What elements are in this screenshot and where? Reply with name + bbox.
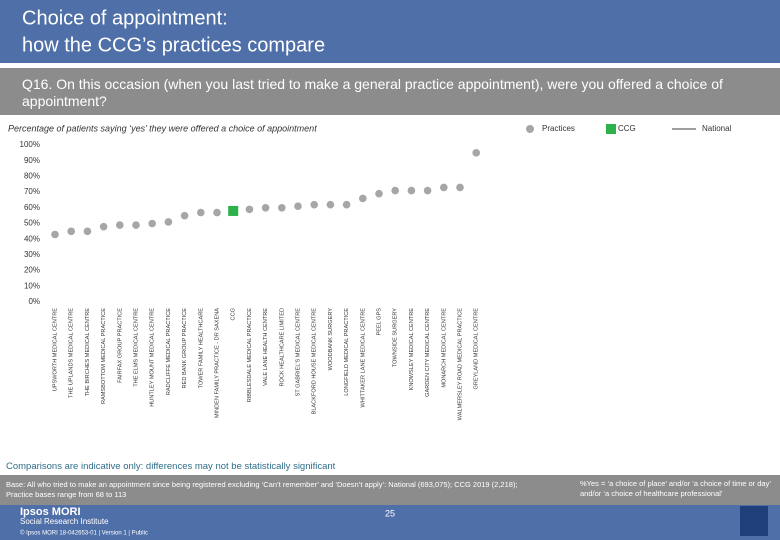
legend-swatch xyxy=(526,125,534,133)
definition: %Yes = ‘a choice of place’ and/or ‘a cho… xyxy=(580,479,771,498)
x-tick-label: THE BIRCHES MEDICAL CENTRE xyxy=(85,308,91,397)
y-tick-label: 80% xyxy=(24,172,40,181)
legend-label: CCG xyxy=(618,124,636,133)
dot xyxy=(67,227,75,236)
dot xyxy=(51,230,59,239)
y-tick-label: 40% xyxy=(24,234,40,243)
x-tick-label: KNOWSLEY MEDICAL CENTRE xyxy=(409,308,415,391)
x-tick-label: RED BANK GROUP PRACTICE xyxy=(182,308,188,389)
dot xyxy=(245,205,254,214)
chart-subtitle: Percentage of patients saying ‘yes’ they… xyxy=(8,123,317,133)
dot xyxy=(197,208,205,217)
x-tick-label: GARDEN CITY MEDICAL CENTRE xyxy=(425,308,431,397)
x-tick-label: ROCK HEALTHCARE LIMITED xyxy=(279,308,285,387)
x-tick-label: WHITTAKER LANE MEDICAL CENTRE xyxy=(360,308,366,408)
footer-bar xyxy=(0,505,780,540)
dot xyxy=(261,204,270,212)
dot xyxy=(180,211,189,220)
x-tick-label: WALMERSLEY ROAD MEDICAL PRACTICE xyxy=(457,308,463,421)
y-tick-label: 0% xyxy=(28,297,40,306)
y-tick-label: 100% xyxy=(20,140,40,149)
dot xyxy=(456,183,464,192)
x-tick-label: ST GABRIEL'S MEDICAL CENTRE xyxy=(295,308,301,397)
x-tick-label: VALE LANE HEALTH CENTRE xyxy=(263,308,269,386)
dot xyxy=(83,227,92,236)
x-tick-label: HUNTLEY MOUNT MEDICAL CENTRE xyxy=(150,308,156,407)
dot xyxy=(164,218,173,226)
y-tick-label: 50% xyxy=(24,219,40,228)
footer-band xyxy=(0,475,780,505)
page-number: 25 xyxy=(385,508,395,518)
question: Q16. On this occasion (when you last tri… xyxy=(22,76,723,109)
x-tick-label: TOWNSIDE SURGERY xyxy=(393,308,399,367)
x-tick-label: WOODBANK SURGERY xyxy=(328,308,334,371)
title-line: how the CCG’s practices compare xyxy=(22,34,325,56)
x-tick-label: MONARCH MEDICAL CENTRE xyxy=(441,308,447,388)
title-line: Choice of appointment: xyxy=(22,7,228,29)
dot xyxy=(326,200,335,209)
ccg-marker xyxy=(228,205,239,216)
y-tick-label: 20% xyxy=(24,266,40,275)
legend-label: Practices xyxy=(542,124,575,133)
dot xyxy=(132,221,140,229)
dot xyxy=(278,204,286,212)
x-tick-label: PEEL GPS xyxy=(376,308,382,336)
x-tick-label: TOWER FAMILY HEALTHCARE xyxy=(198,308,204,389)
dot xyxy=(342,200,351,209)
dot xyxy=(294,202,302,211)
x-tick-label: THE ELMS MEDICAL CENTRE xyxy=(133,308,139,387)
x-tick-label: BLACKFORD HOUSE MEDICAL CENTRE xyxy=(312,308,318,415)
dot xyxy=(407,186,416,195)
dot xyxy=(375,189,383,198)
x-tick-label: UPSWORTH MEDICAL CENTRE xyxy=(52,308,58,392)
dot xyxy=(116,221,124,229)
question-band xyxy=(0,68,780,115)
institute: Social Research Institute xyxy=(20,517,109,526)
dot xyxy=(148,219,156,228)
x-tick-label: RAMSBOTTOM MEDICAL PRACTICE xyxy=(101,308,107,404)
legend-swatch xyxy=(606,124,616,134)
x-tick-label: RIBBLESDALE MEDICAL PRACTICE xyxy=(247,308,253,403)
x-tick-label: RADCLIFFE MEDICAL PRACTICE xyxy=(166,308,172,395)
legend-label: National xyxy=(702,124,732,133)
x-tick-label: CCG xyxy=(231,308,237,320)
x-tick-label: LONGFIELD MEDICAL PRACTICE xyxy=(344,308,350,396)
dot xyxy=(310,200,319,209)
dot xyxy=(472,149,481,157)
dot xyxy=(213,208,221,217)
y-tick-label: 70% xyxy=(24,187,40,196)
dot xyxy=(359,194,367,203)
base-text: Base: All who tried to make an appointme… xyxy=(6,480,518,499)
y-tick-label: 90% xyxy=(24,156,40,165)
brand: Ipsos MORI xyxy=(20,506,81,518)
x-tick-label: FAIRFAX GROUP PRACTICE xyxy=(117,308,123,383)
note: Comparisons are indicative only: differe… xyxy=(6,461,336,472)
x-tick-label: THE UPLANDS MEDICAL CENTRE xyxy=(69,308,75,398)
dot xyxy=(423,186,432,195)
dot xyxy=(391,186,400,195)
y-tick-label: 60% xyxy=(24,203,40,212)
y-tick-label: 10% xyxy=(24,281,40,290)
x-tick-label: GREYLAND MEDICAL CENTRE xyxy=(474,308,480,390)
footer-text: © Ipsos MORI 18-042653-01 | Version 1 | … xyxy=(20,530,148,537)
dot xyxy=(99,222,108,231)
y-tick-label: 30% xyxy=(24,250,40,259)
logo xyxy=(740,506,768,536)
dot xyxy=(440,183,448,192)
title-banner xyxy=(0,0,780,63)
x-tick-label: MINDEN FAMILY PRACTICE - DR SAXENA xyxy=(214,308,220,418)
